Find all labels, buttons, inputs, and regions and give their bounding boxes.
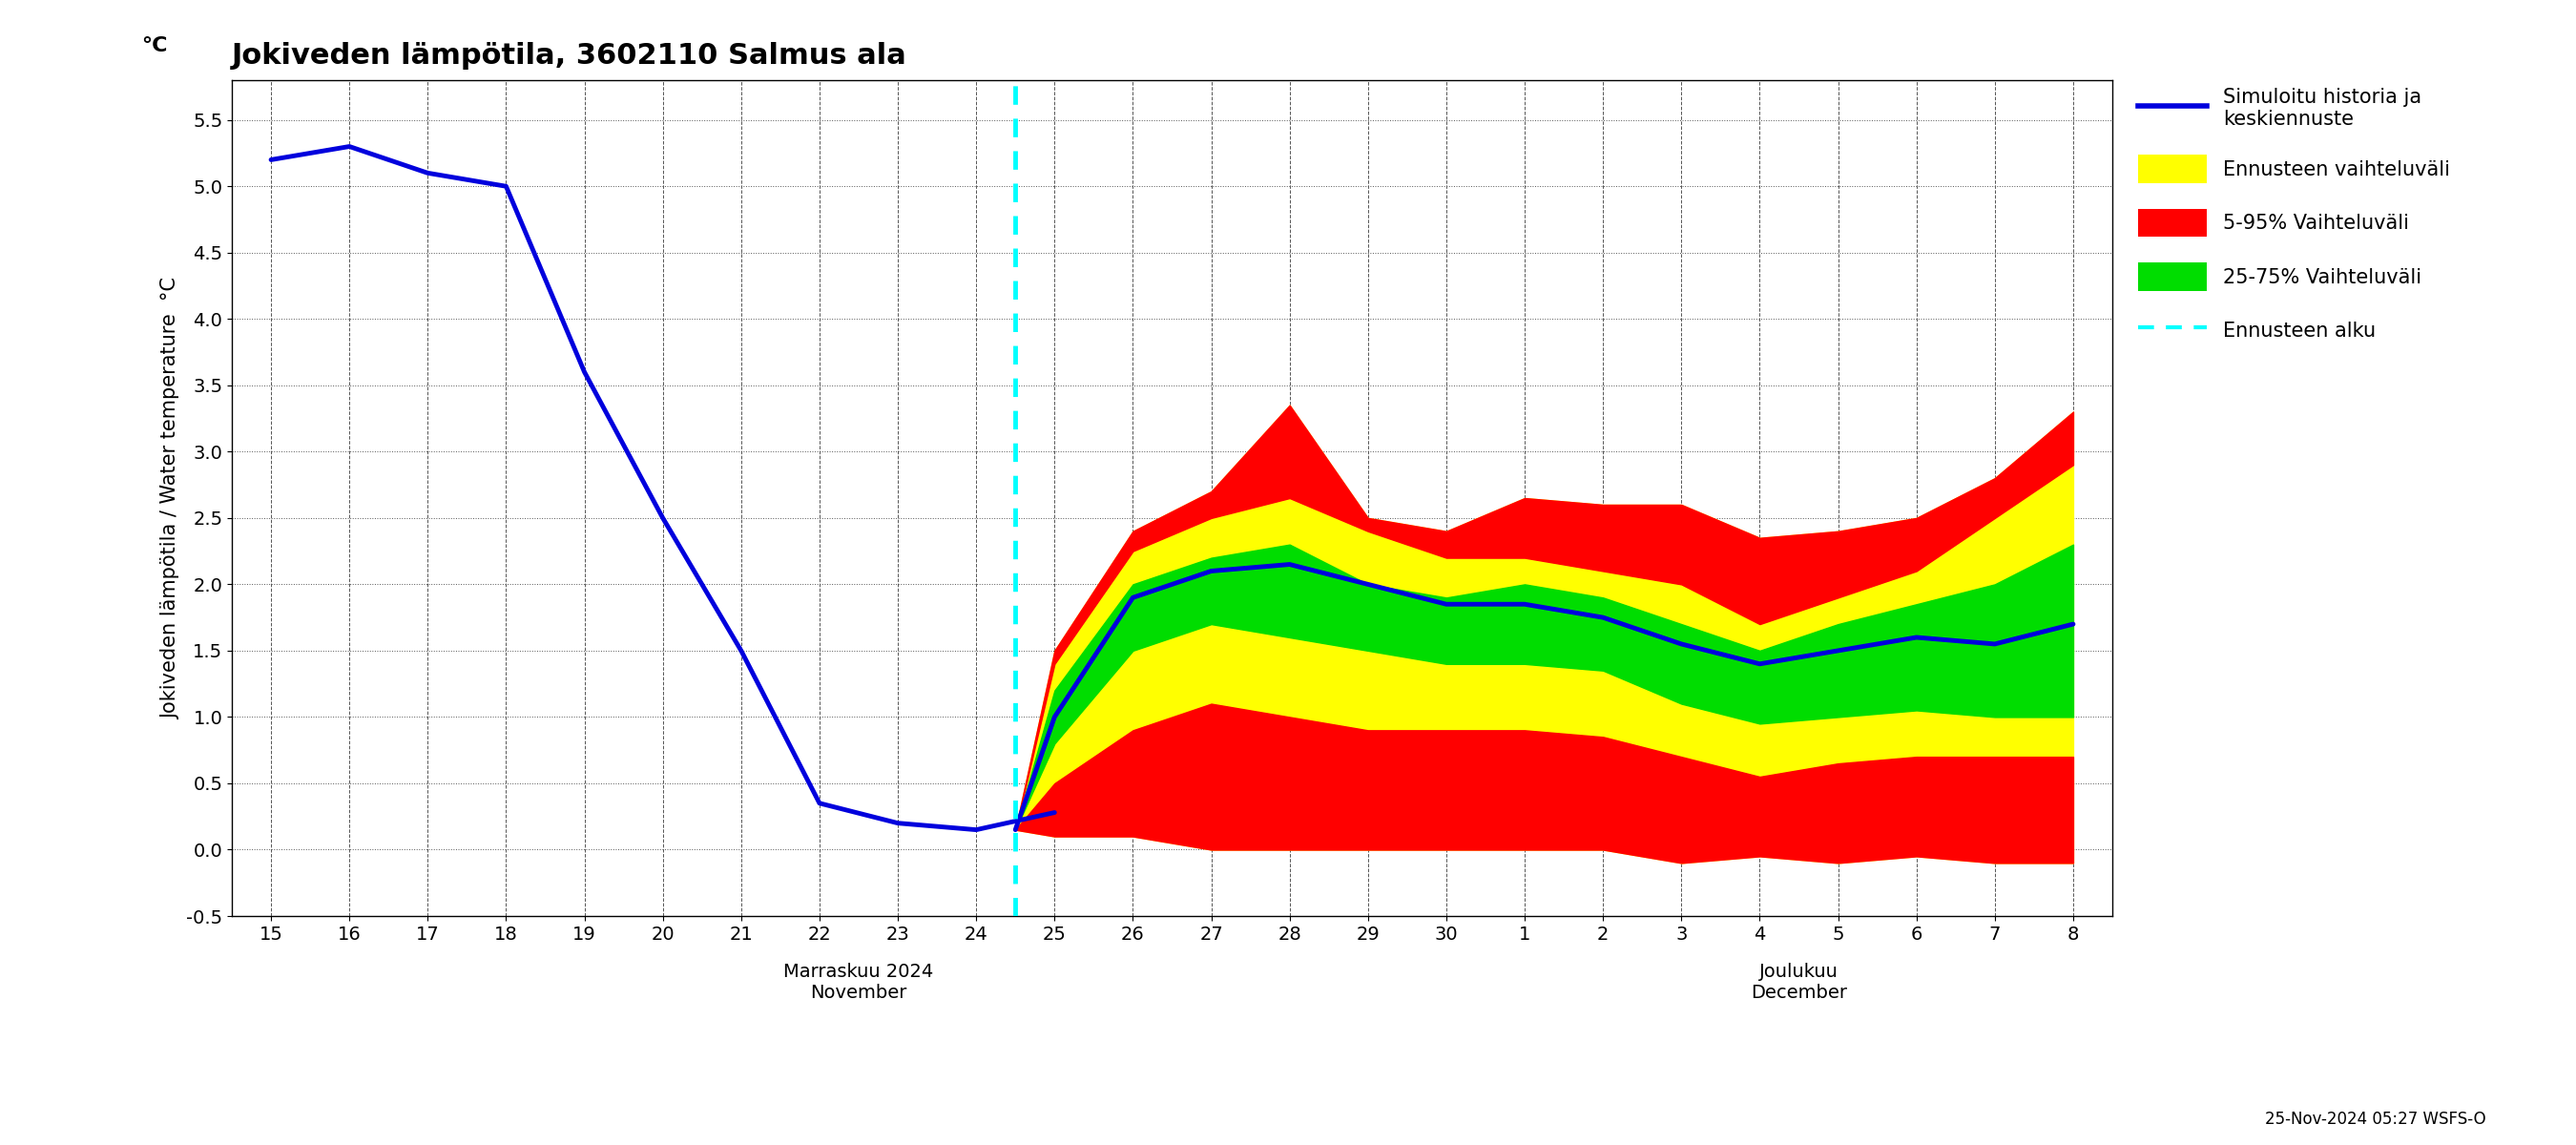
- Text: Marraskuu 2024
November: Marraskuu 2024 November: [783, 963, 933, 1002]
- Text: Joulukuu
December: Joulukuu December: [1752, 963, 1847, 1002]
- Y-axis label: Jokiveden lämpötila / Water temperature  °C: Jokiveden lämpötila / Water temperature …: [162, 277, 180, 719]
- Text: Jokiveden lämpötila, 3602110 Salmus ala: Jokiveden lämpötila, 3602110 Salmus ala: [232, 42, 907, 70]
- Text: °C: °C: [142, 35, 167, 55]
- Text: 25-Nov-2024 05:27 WSFS-O: 25-Nov-2024 05:27 WSFS-O: [2264, 1111, 2486, 1128]
- Legend: Simuloitu historia ja
keskiennuste, Ennusteen vaihteluväli, 5-95% Vaihteluväli, : Simuloitu historia ja keskiennuste, Ennu…: [2133, 81, 2455, 350]
